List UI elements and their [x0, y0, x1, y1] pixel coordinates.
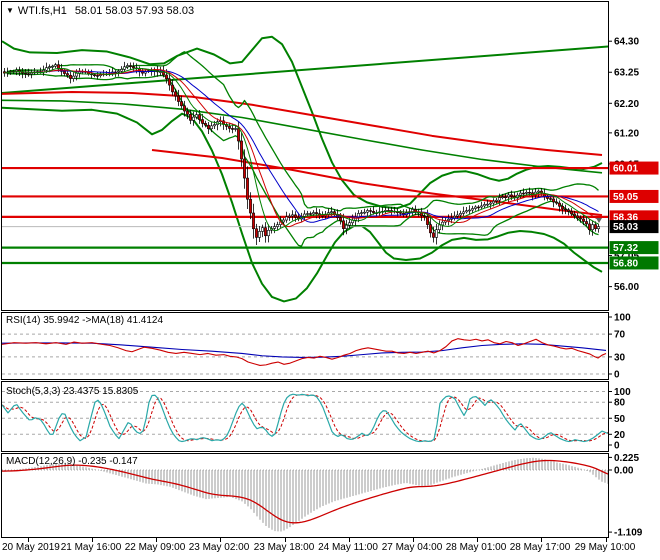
macd-histogram	[1, 457, 609, 532]
price-badge-58-36: 58.36	[609, 210, 659, 224]
time-axis-label: 29 May 10:00	[574, 542, 636, 553]
stoch-d-line	[1, 394, 609, 442]
macd-indicator-label: MACD(12,26,9) -0.235 -0.147	[6, 456, 138, 467]
price-badge-59-05: 59.05	[609, 189, 659, 203]
price-badge-56-80: 56.80	[609, 256, 659, 270]
candlestick-series	[3, 60, 600, 245]
stoch-panel	[1, 391, 609, 443]
stoch-tick-label: 100	[614, 387, 631, 398]
chart-title: ▼ WTI.fs,H1 58.01 58.03 57.93 58.03	[6, 5, 194, 17]
time-axis-label: 23 May 02:00	[188, 542, 250, 553]
rsi-panel	[1, 333, 608, 375]
macd-tick-label: 0.00	[614, 466, 634, 477]
ma-green-line	[4, 67, 599, 232]
time-axis-label: 23 May 18:00	[253, 542, 315, 553]
stoch-tick-label: 50	[614, 414, 626, 425]
price-axis: 64.3063.2562.2061.2060.1557.0556.0060.01…	[608, 37, 659, 539]
price-badge-57-32: 57.32	[609, 241, 659, 255]
rsi-indicator-label: RSI(14) 35.9942 ->MA(18) 41.4124	[6, 315, 164, 326]
svg-text:58.36: 58.36	[613, 212, 638, 223]
rsi-line	[1, 338, 607, 366]
symbol-dropdown-icon[interactable]: ▼	[6, 6, 14, 15]
time-axis-label: 22 May 09:00	[124, 542, 186, 553]
rsi-tick-label: 70	[614, 330, 626, 341]
price-tick-label: 64.30	[614, 37, 639, 48]
declining-red-ma-short	[151, 149, 603, 217]
rsi-tick-label: 30	[614, 352, 626, 363]
stoch-indicator-label: Stoch(5,3,3) 23.4375 15.8305	[6, 386, 139, 397]
h4-middle-band-line	[2, 99, 603, 174]
svg-text:58.03: 58.03	[613, 222, 638, 233]
svg-text:57.32: 57.32	[613, 243, 638, 254]
time-axis-label: 20 May 2019	[2, 542, 60, 553]
price-tick-label: 61.20	[614, 128, 639, 139]
price-tick-label: 56.00	[614, 282, 639, 293]
stoch-tick-label: 20	[614, 430, 626, 441]
last-price-arrow-icon	[596, 218, 602, 223]
price-badge-60-01: 60.01	[609, 161, 659, 175]
macd-panel	[1, 457, 609, 532]
price-tick-label: 63.25	[614, 68, 639, 79]
time-axis-label: 24 May 11:00	[318, 542, 378, 553]
svg-text:56.80: 56.80	[613, 258, 638, 269]
stoch-k-line	[1, 393, 609, 443]
time-axis-label: 28 May 01:00	[445, 542, 507, 553]
rising-trendline	[2, 45, 608, 94]
time-axis-label: 28 May 17:00	[509, 542, 571, 553]
moving-averages	[4, 67, 599, 232]
price-tick-label: 62.20	[614, 99, 639, 110]
time-axis-label: 27 May 04:00	[381, 542, 443, 553]
declining-red-ma-long	[2, 91, 603, 157]
time-axis: 20 May 2019 21 May 16:00 22 May 09:00 23 Ma…	[0, 542, 660, 558]
rsi-tick-label: 100	[614, 313, 631, 324]
macd-tick-label: -1.109	[614, 528, 643, 539]
time-axis-label: 21 May 16:00	[60, 542, 122, 553]
svg-text:59.05: 59.05	[613, 192, 638, 203]
h4-lower-band-line	[2, 106, 603, 303]
symbol-label: WTI.fs,H1	[17, 5, 67, 17]
rsi-tick-label: 0	[614, 370, 620, 381]
price-panel	[2, 35, 608, 303]
ohlc-values: 58.01 58.03 57.93 58.03	[74, 5, 195, 17]
price-badge-58-03: 58.03	[609, 220, 659, 234]
macd-tick-label: 0.225	[614, 453, 639, 464]
svg-text:60.01: 60.01	[613, 164, 638, 175]
stoch-tick-label: 80	[614, 398, 626, 409]
stoch-tick-label: 0	[614, 441, 620, 452]
macd-signal-line	[1, 459, 609, 524]
